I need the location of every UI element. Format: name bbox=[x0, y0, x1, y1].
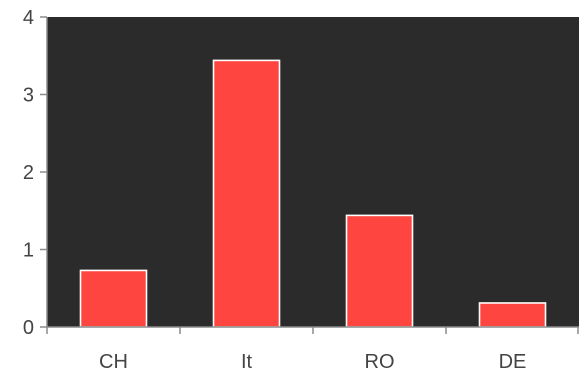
y-tick-label: 2 bbox=[23, 162, 34, 184]
x-tick-label-ch: CH bbox=[99, 351, 128, 372]
bar-it bbox=[212, 59, 281, 328]
x-axis: CH It RO DE bbox=[46, 326, 579, 372]
y-axis: 0 1 2 3 4 bbox=[23, 7, 48, 339]
x-tick-label-it: It bbox=[241, 351, 253, 372]
bars-group bbox=[79, 59, 547, 328]
y-tick-label: 4 bbox=[23, 7, 34, 29]
y-tick-label: 3 bbox=[23, 85, 34, 107]
y-tick-label: 1 bbox=[23, 240, 34, 262]
bar-de bbox=[478, 302, 547, 328]
bar-ch bbox=[79, 269, 148, 328]
x-tick-label-ro: RO bbox=[365, 351, 395, 372]
bar-ro bbox=[345, 214, 414, 328]
x-tick-label-de: DE bbox=[499, 351, 527, 372]
y-tick-label: 0 bbox=[23, 317, 34, 339]
